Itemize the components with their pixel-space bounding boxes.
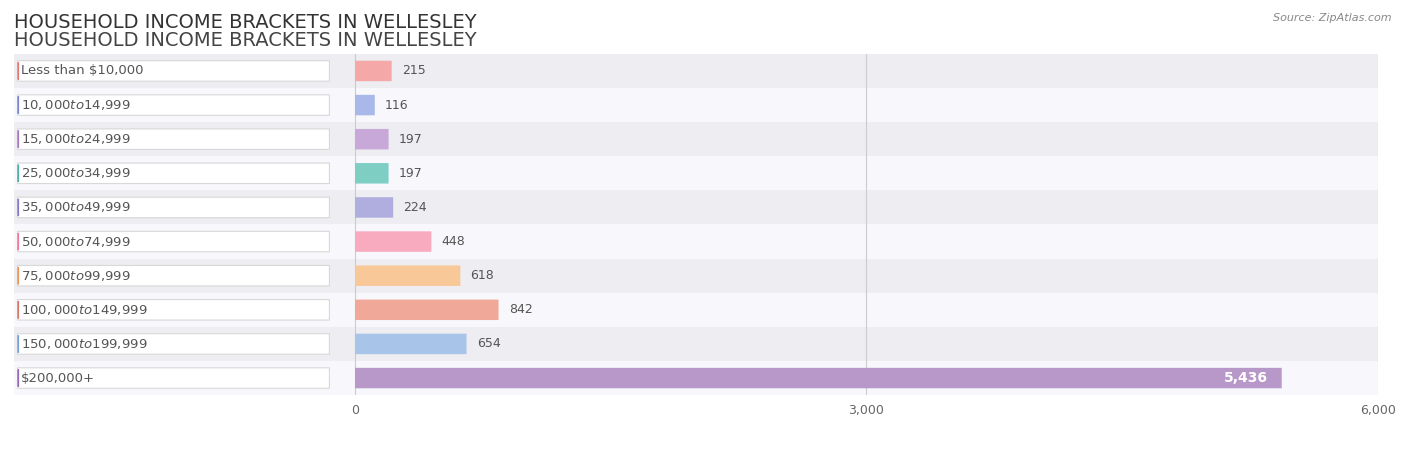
FancyBboxPatch shape [17,299,329,320]
Text: $150,000 to $199,999: $150,000 to $199,999 [21,337,148,351]
Bar [14,54,354,395]
FancyBboxPatch shape [354,265,460,286]
FancyBboxPatch shape [354,95,375,115]
Text: 842: 842 [509,304,533,316]
Text: 654: 654 [477,338,501,350]
Text: 618: 618 [471,269,495,282]
Text: $100,000 to $149,999: $100,000 to $149,999 [21,303,148,317]
Text: 197: 197 [399,167,423,180]
Text: $25,000 to $34,999: $25,000 to $34,999 [21,166,131,180]
Bar [14,361,1378,395]
Text: $15,000 to $24,999: $15,000 to $24,999 [21,132,131,146]
FancyBboxPatch shape [17,197,329,218]
Text: 224: 224 [404,201,427,214]
Bar [14,54,1378,88]
FancyBboxPatch shape [354,163,388,184]
Text: HOUSEHOLD INCOME BRACKETS IN WELLESLEY: HOUSEHOLD INCOME BRACKETS IN WELLESLEY [14,31,477,49]
FancyBboxPatch shape [354,197,394,218]
Text: $10,000 to $14,999: $10,000 to $14,999 [21,98,131,112]
Text: 448: 448 [441,235,465,248]
Bar [14,88,1378,122]
Bar [14,327,1378,361]
FancyBboxPatch shape [17,265,329,286]
Bar [14,156,1378,190]
FancyBboxPatch shape [354,368,1282,388]
Bar [14,259,1378,293]
FancyBboxPatch shape [17,334,329,354]
FancyBboxPatch shape [17,95,329,115]
Text: 116: 116 [385,99,409,111]
FancyBboxPatch shape [354,334,467,354]
Text: $50,000 to $74,999: $50,000 to $74,999 [21,234,131,249]
Text: 5,436: 5,436 [1225,371,1268,385]
Text: $35,000 to $49,999: $35,000 to $49,999 [21,200,131,215]
FancyBboxPatch shape [17,231,329,252]
Text: $75,000 to $99,999: $75,000 to $99,999 [21,269,131,283]
FancyBboxPatch shape [354,61,392,81]
Text: 215: 215 [402,65,426,77]
FancyBboxPatch shape [354,299,499,320]
Bar [14,190,1378,224]
Bar [14,224,1378,259]
FancyBboxPatch shape [354,231,432,252]
FancyBboxPatch shape [354,129,388,150]
Text: HOUSEHOLD INCOME BRACKETS IN WELLESLEY: HOUSEHOLD INCOME BRACKETS IN WELLESLEY [14,13,477,32]
FancyBboxPatch shape [17,368,329,388]
Text: $200,000+: $200,000+ [21,372,96,384]
FancyBboxPatch shape [17,129,329,150]
Text: Less than $10,000: Less than $10,000 [21,65,143,77]
Text: Source: ZipAtlas.com: Source: ZipAtlas.com [1274,13,1392,23]
Bar [14,122,1378,156]
Text: 197: 197 [399,133,423,145]
FancyBboxPatch shape [17,61,329,81]
FancyBboxPatch shape [17,163,329,184]
Bar [14,293,1378,327]
